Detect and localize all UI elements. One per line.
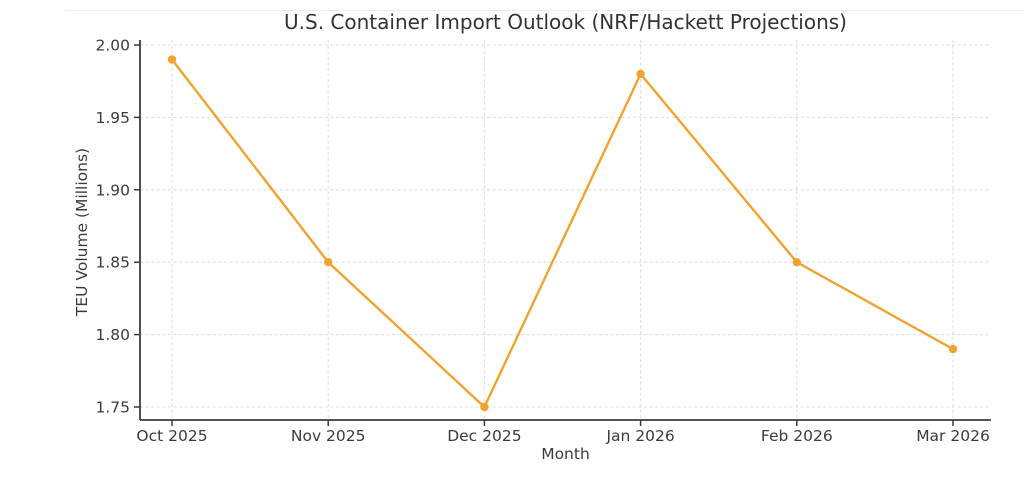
data-point-marker [324, 258, 333, 267]
x-tick-label: Oct 2025 [136, 427, 207, 445]
x-tick-label: Dec 2025 [447, 427, 521, 445]
x-axis-title: Month [541, 445, 590, 463]
y-tick-label: 1.85 [95, 254, 130, 272]
y-tick-label: 2.00 [95, 37, 130, 55]
figure-top-border [65, 10, 1024, 11]
data-point-marker [948, 344, 958, 354]
data-point-marker [167, 55, 177, 64]
x-tick-label: Feb 2026 [761, 427, 833, 445]
x-tick-label: Jan 2026 [605, 427, 674, 445]
y-tick-label: 1.75 [95, 399, 130, 417]
chart-title: U.S. Container Import Outlook (NRF/Hacke… [284, 10, 847, 34]
data-line [170, 58, 955, 409]
y-tick-label: 1.95 [95, 109, 130, 127]
y-tick-label: 1.90 [95, 181, 130, 199]
data-point-marker [480, 402, 489, 412]
x-tick-label: Nov 2025 [291, 427, 366, 445]
y-tick-label: 1.80 [95, 326, 130, 344]
data-point-marker [636, 69, 645, 79]
y-axis-title: TEU Volume (Millions) [73, 147, 91, 317]
x-tick-label: Mar 2026 [916, 427, 990, 445]
data-point-marker [792, 258, 801, 267]
